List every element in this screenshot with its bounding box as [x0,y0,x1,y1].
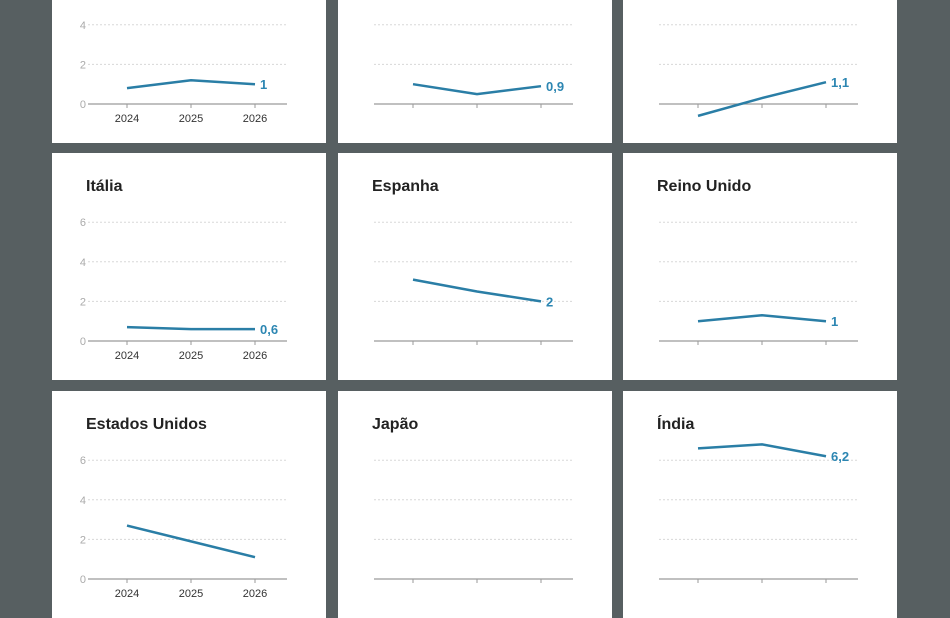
y-tick-label: 2 [80,59,86,71]
line-chart: 2 [374,221,573,345]
line-chart: 0 2 4 6 2024 2025 2026 0,6 [80,217,287,362]
y-tick-label: 6 [80,217,86,229]
chart-title: Espanha [372,178,439,195]
series-line [126,78,256,90]
x-tick-label: 2025 [179,350,203,362]
chart-title: Índia [657,416,695,433]
x-tick-label: 2026 [243,588,267,600]
end-value-label: 1,1 [831,75,849,90]
y-tick-label: 6 [80,455,86,467]
chart-panel: Japão [338,391,612,618]
series-line [412,82,542,96]
chart-panel: Índia 6,2 [623,391,897,618]
line-chart: 1,1 [659,24,858,118]
series-line [697,81,827,118]
series-line [412,278,542,303]
x-tick-label: 2026 [243,350,267,362]
end-value-label: 0,6 [260,322,278,337]
series-line [126,524,256,559]
series-line [697,314,827,323]
chart-panel: Itália 0 2 4 6 2024 2025 2026 0,6 [52,153,326,380]
y-tick-label: 4 [80,257,86,269]
x-tick-label: 2025 [179,588,203,600]
chart-title: Japão [372,416,419,433]
y-tick-label: 0 [80,99,86,111]
series-line [126,325,255,331]
line-chart: 0,9 [374,24,573,108]
x-tick-label: 2024 [115,113,139,125]
chart-panel: 0,9 [338,0,612,143]
chart-panel: 02462024202520261 [52,0,326,143]
line-chart: 6,2 [659,443,858,583]
y-tick-label: 0 [80,336,86,348]
line-chart: 02462024202520261 [80,20,287,125]
x-tick-label: 2026 [243,113,267,125]
end-value-label: 2 [546,294,553,309]
x-tick-label: 2024 [115,350,139,362]
line-chart: 1 [659,221,858,345]
chart-title: Estados Unidos [86,416,207,433]
end-value-label: 0,9 [546,79,564,94]
y-tick-label: 4 [80,20,86,32]
x-tick-label: 2024 [115,588,139,600]
series-line [697,443,827,458]
chart-panel: 1,1 [623,0,897,143]
end-value-label: 1 [831,314,838,329]
y-tick-label: 2 [80,534,86,546]
y-tick-label: 2 [80,296,86,308]
chart-title: Itália [86,178,123,195]
line-chart [374,459,573,583]
end-value-label: 1 [260,77,267,92]
x-tick-label: 2025 [179,113,203,125]
line-chart: 0 2 4 6 2024 2025 2026 [80,455,287,600]
end-value-label: 6,2 [831,449,849,464]
chart-panel: Espanha 2 [338,153,612,380]
chart-panel: Estados Unidos 0 2 4 6 2024 2025 2026 [52,391,326,618]
chart-panel: Reino Unido 1 [623,153,897,380]
y-tick-label: 4 [80,495,86,507]
chart-title: Reino Unido [657,178,752,195]
y-tick-label: 0 [80,574,86,586]
